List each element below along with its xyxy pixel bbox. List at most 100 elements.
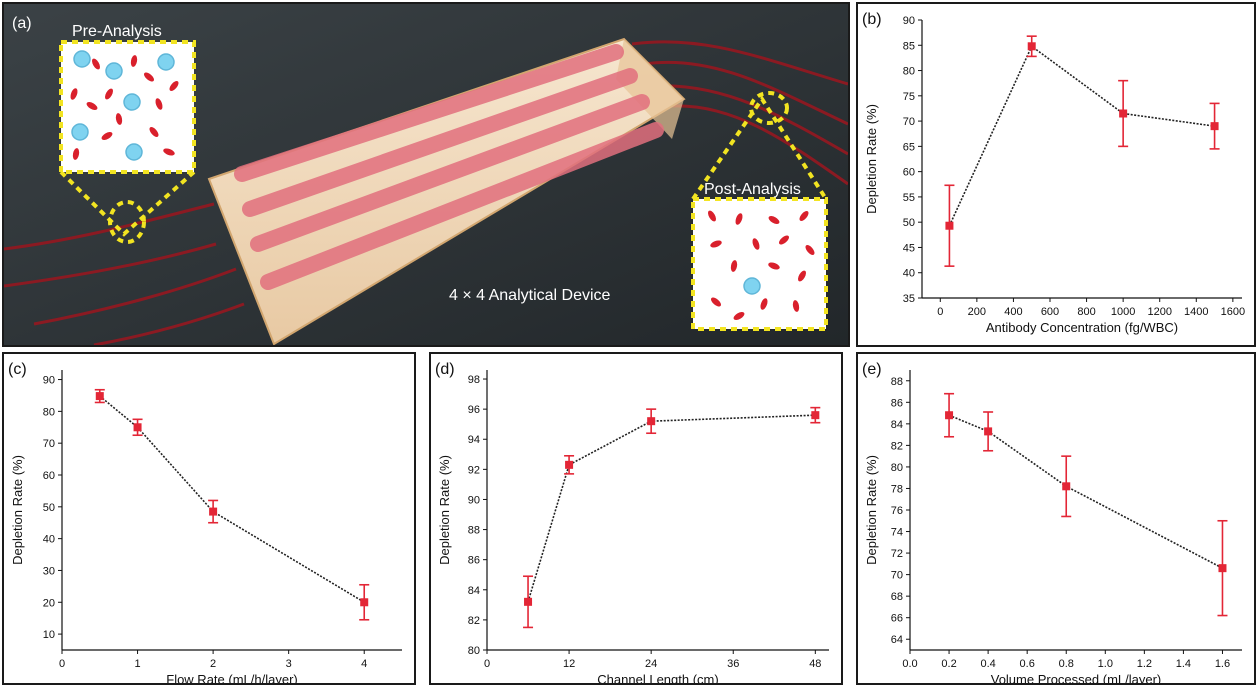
x-tick-label: 1.0 xyxy=(1098,658,1113,670)
panel-label-c: (c) xyxy=(8,361,27,378)
x-tick-label: 3 xyxy=(286,658,292,670)
x-tick-label: 0.0 xyxy=(902,658,917,670)
data-point xyxy=(209,507,218,516)
x-axis-title: Antibody Concentration (fg/WBC) xyxy=(986,320,1178,335)
x-tick-label: 600 xyxy=(1041,306,1059,318)
y-tick-label: 74 xyxy=(891,527,903,539)
x-tick-label: 48 xyxy=(809,658,821,670)
x-tick-label: 0.4 xyxy=(980,658,995,670)
x-tick-label: 24 xyxy=(645,658,657,670)
analytical-device xyxy=(207,37,686,345)
x-tick-label: 1.2 xyxy=(1137,658,1152,670)
y-tick-label: 40 xyxy=(903,268,915,280)
y-tick-label: 80 xyxy=(468,645,480,657)
data-point xyxy=(524,597,533,606)
panel-label-e: (e) xyxy=(862,361,882,378)
data-point xyxy=(95,392,104,401)
x-tick-label: 1 xyxy=(134,658,140,670)
x-tick-label: 1200 xyxy=(1147,306,1171,318)
y-tick-label: 80 xyxy=(43,406,55,418)
device-photo: (a) Pre-Analysis Post-Analysis 4 × 4 Ana… xyxy=(4,4,848,345)
wbc-cell-post xyxy=(743,277,761,295)
y-tick-label: 80 xyxy=(891,462,903,474)
x-tick-label: 0 xyxy=(59,658,65,670)
y-tick-label: 90 xyxy=(468,494,480,506)
panel-label-a: (a) xyxy=(12,15,32,32)
x-tick-label: 800 xyxy=(1077,306,1095,318)
y-tick-label: 35 xyxy=(903,293,915,305)
y-tick-label: 72 xyxy=(891,548,903,560)
x-tick-label: 1000 xyxy=(1111,306,1135,318)
x-tick-label: 0.2 xyxy=(941,658,956,670)
y-tick-label: 66 xyxy=(891,613,903,625)
y-tick-label: 40 xyxy=(43,534,55,546)
pre-analysis-callout xyxy=(59,40,196,244)
data-point xyxy=(945,411,954,420)
y-tick-label: 82 xyxy=(891,440,903,452)
antibody-concentration-chart: (b) 35 40 45 50 55 60 65 70 75 80 85 90 0 200 400 600 800… xyxy=(862,11,1245,335)
y-axis-title: Depletion Rate (%) xyxy=(10,455,25,565)
data-point xyxy=(647,417,656,426)
series-line xyxy=(99,395,365,603)
y-tick-label: 45 xyxy=(903,242,915,254)
post-analysis-callout xyxy=(691,91,828,331)
x-tick-label: 2 xyxy=(210,658,216,670)
flow-rate-chart: (c) 10 20 30 40 50 60 70 80 90 0 1 2 3 4 Flow Rate (mL/… xyxy=(8,361,402,683)
y-tick-label: 78 xyxy=(891,483,903,495)
x-tick-label: 1.6 xyxy=(1215,658,1230,670)
y-tick-label: 82 xyxy=(468,615,480,627)
y-tick-label: 86 xyxy=(468,555,480,567)
y-tick-label: 98 xyxy=(468,374,480,386)
data-point xyxy=(811,411,820,420)
y-tick-label: 64 xyxy=(891,634,903,646)
device-label: 4 × 4 Analytical Device xyxy=(449,287,611,304)
y-tick-label: 50 xyxy=(43,502,55,514)
post-analysis-label: Post-Analysis xyxy=(704,181,801,198)
x-tick-label: 4 xyxy=(361,658,367,670)
y-tick-label: 50 xyxy=(903,217,915,229)
x-tick-label: 1.4 xyxy=(1176,658,1191,670)
y-axis-title: Depletion Rate (%) xyxy=(864,455,879,565)
y-tick-label: 94 xyxy=(468,434,480,446)
x-tick-label: 0 xyxy=(484,658,490,670)
x-tick-label: 200 xyxy=(968,306,986,318)
series-line xyxy=(948,45,1215,227)
y-tick-label: 30 xyxy=(43,565,55,577)
y-tick-label: 84 xyxy=(468,585,480,597)
y-tick-label: 68 xyxy=(891,591,903,603)
volume-processed-chart: (e) 64 66 68 70 72 74 76 78 80 82 84 86 88 0.0 0.2 0.4 0.… xyxy=(862,361,1242,683)
rbc-cells-post xyxy=(708,210,815,320)
pre-analysis-label: Pre-Analysis xyxy=(72,23,162,40)
data-point xyxy=(360,598,369,607)
y-tick-label: 76 xyxy=(891,505,903,517)
chart-panel-c: (c) 10 20 30 40 50 60 70 80 90 0 1 2 3 4 Flow Rate (mL/… xyxy=(2,352,416,685)
x-tick-label: 0.6 xyxy=(1020,658,1035,670)
chart-panel-b: (b) 35 40 45 50 55 60 65 70 75 80 85 90 0 200 400 600 800… xyxy=(856,2,1256,347)
y-tick-label: 10 xyxy=(43,629,55,641)
chart-panel-d: (d) 80 82 84 86 88 90 92 94 96 98 0 12 24 36 48 Channel … xyxy=(429,352,843,685)
y-tick-label: 90 xyxy=(903,15,915,27)
y-tick-label: 65 xyxy=(903,141,915,153)
x-axis-title: Channel Length (cm) xyxy=(597,672,718,683)
x-tick-label: 36 xyxy=(727,658,739,670)
x-axis-title: Volume Processed (mL/layer) xyxy=(991,672,1162,683)
y-tick-label: 90 xyxy=(43,375,55,387)
y-tick-label: 86 xyxy=(891,397,903,409)
y-tick-label: 70 xyxy=(43,438,55,450)
series-line xyxy=(527,414,816,603)
y-tick-label: 80 xyxy=(903,66,915,78)
data-point xyxy=(565,460,574,469)
left-tubes xyxy=(4,202,245,345)
data-point xyxy=(133,423,142,432)
channel-length-chart: (d) 80 82 84 86 88 90 92 94 96 98 0 12 24 36 48 Channel … xyxy=(435,361,829,683)
data-point xyxy=(1218,564,1227,573)
y-tick-label: 96 xyxy=(468,404,480,416)
y-tick-label: 20 xyxy=(43,597,55,609)
y-tick-label: 84 xyxy=(891,419,903,431)
x-axis-title: Flow Rate (mL/h/layer) xyxy=(166,672,297,683)
panel-label-b: (b) xyxy=(862,11,882,28)
y-axis-title: Depletion Rate (%) xyxy=(864,104,879,214)
y-tick-label: 70 xyxy=(891,570,903,582)
device-channels xyxy=(234,44,664,290)
data-point xyxy=(1027,42,1036,51)
